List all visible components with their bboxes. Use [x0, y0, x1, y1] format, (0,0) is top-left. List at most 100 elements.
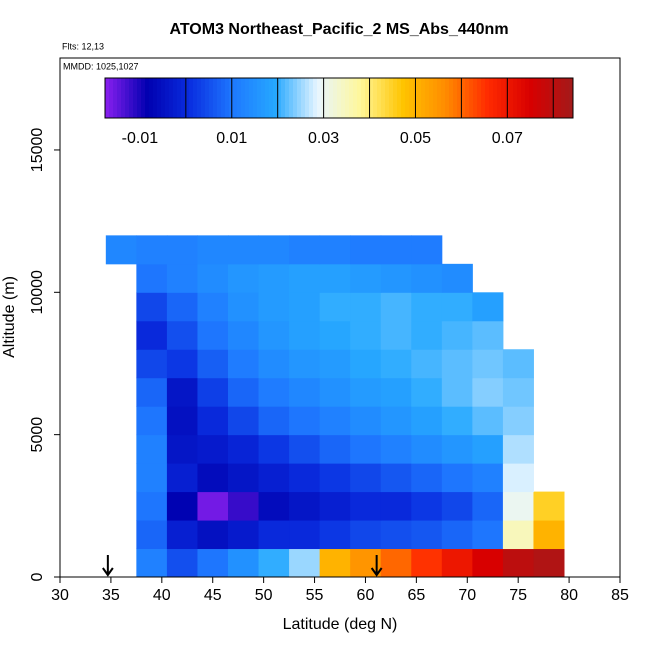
heat-cell	[228, 491, 260, 521]
heat-cell	[411, 520, 443, 550]
colorbar-strip	[533, 78, 538, 118]
heat-cell	[319, 463, 351, 493]
arrow	[370, 555, 383, 577]
heat-cell	[166, 434, 198, 464]
heat-cell	[136, 434, 168, 464]
colorbar-strip	[509, 78, 514, 118]
heat-cell	[380, 434, 412, 464]
colorbar-strip	[237, 78, 242, 118]
heat-cell	[197, 406, 229, 436]
heat-cell	[502, 349, 534, 379]
colorbar-strip	[301, 78, 306, 118]
heat-cell	[258, 406, 290, 436]
heat-cell	[319, 491, 351, 521]
annotation: Flts: 12,13	[62, 41, 104, 51]
heat-cell	[380, 491, 412, 521]
heat-cell	[105, 235, 137, 265]
heat-cell	[258, 320, 290, 350]
colorbar-strip	[261, 78, 266, 118]
colorbar-strip	[229, 78, 234, 118]
heat-cell	[166, 263, 198, 293]
heat-cell	[166, 320, 198, 350]
x-tick-label: 85	[611, 587, 629, 604]
heat-cell	[411, 292, 443, 322]
colorbar-strip	[541, 78, 546, 118]
y-tick-label: 15000	[29, 128, 46, 173]
colorbar-strip	[453, 78, 458, 118]
heat-cell	[289, 263, 321, 293]
heat-cell	[441, 263, 473, 293]
colorbar-strip	[309, 78, 314, 118]
heat-cell	[319, 377, 351, 407]
colorbar-strip	[393, 78, 398, 118]
heat-cell	[380, 349, 412, 379]
colorbar-strip	[245, 78, 250, 118]
heat-cell	[228, 520, 260, 550]
colorbar-strip	[389, 78, 394, 118]
y-tick-label: 0	[29, 572, 46, 581]
heat-cell	[319, 520, 351, 550]
colorbar-strip	[293, 78, 298, 118]
colorbar-strip	[545, 78, 550, 118]
colorbar-strip	[485, 78, 490, 118]
heat-cell	[411, 320, 443, 350]
colorbar-strip	[557, 78, 562, 118]
colorbar-strip	[221, 78, 226, 118]
x-tick-label: 65	[407, 587, 425, 604]
colorbar-strip	[173, 78, 178, 118]
heat-cell	[319, 349, 351, 379]
colorbar-tick-label: 0.05	[400, 130, 431, 147]
heat-cell	[411, 548, 443, 578]
heat-cell	[472, 292, 504, 322]
colorbar-strip	[441, 78, 446, 118]
heat-cell	[136, 263, 168, 293]
colorbar-strip	[401, 78, 406, 118]
colorbar-strip	[141, 78, 146, 118]
colorbar-strip	[489, 78, 494, 118]
colorbar-strip	[345, 78, 350, 118]
colorbar-strip	[269, 78, 274, 118]
colorbar-strip	[477, 78, 482, 118]
heat-cell	[197, 491, 229, 521]
colorbar-strip	[481, 78, 486, 118]
x-tick-label: 75	[509, 587, 527, 604]
heat-cell	[411, 491, 443, 521]
colorbar-strip	[549, 78, 554, 118]
heat-cell	[258, 235, 290, 265]
heat-cell	[166, 235, 198, 265]
heat-cell	[136, 349, 168, 379]
heat-cell	[441, 320, 473, 350]
colorbar-tick-label: 0.03	[308, 130, 339, 147]
heat-cell	[289, 548, 321, 578]
heat-cell	[502, 377, 534, 407]
heat-cell	[411, 463, 443, 493]
heat-cell	[380, 406, 412, 436]
colorbar-strip	[561, 78, 566, 118]
colorbar-strip	[285, 78, 290, 118]
colorbar-strip	[213, 78, 218, 118]
heat-cell	[258, 548, 290, 578]
colorbar-tick-label: 0.01	[216, 130, 247, 147]
colorbar-strip	[105, 78, 110, 118]
heat-cell	[289, 520, 321, 550]
heat-cell	[319, 263, 351, 293]
colorbar-strip	[569, 78, 574, 118]
colorbar-strip	[365, 78, 370, 118]
heat-cell	[350, 320, 382, 350]
colorbar-strip	[341, 78, 346, 118]
colorbar-strip	[265, 78, 270, 118]
heat-cell	[289, 434, 321, 464]
heat-cell	[411, 377, 443, 407]
colorbar-strip	[125, 78, 130, 118]
heat-cell	[441, 292, 473, 322]
heat-cell	[136, 463, 168, 493]
heat-cell	[350, 292, 382, 322]
heat-cell	[411, 235, 443, 265]
colorbar-strip	[165, 78, 170, 118]
heat-cell	[350, 263, 382, 293]
colorbar-strip	[249, 78, 254, 118]
heat-cell	[441, 406, 473, 436]
heat-cell	[472, 463, 504, 493]
heat-cell	[289, 377, 321, 407]
heat-cell	[380, 235, 412, 265]
